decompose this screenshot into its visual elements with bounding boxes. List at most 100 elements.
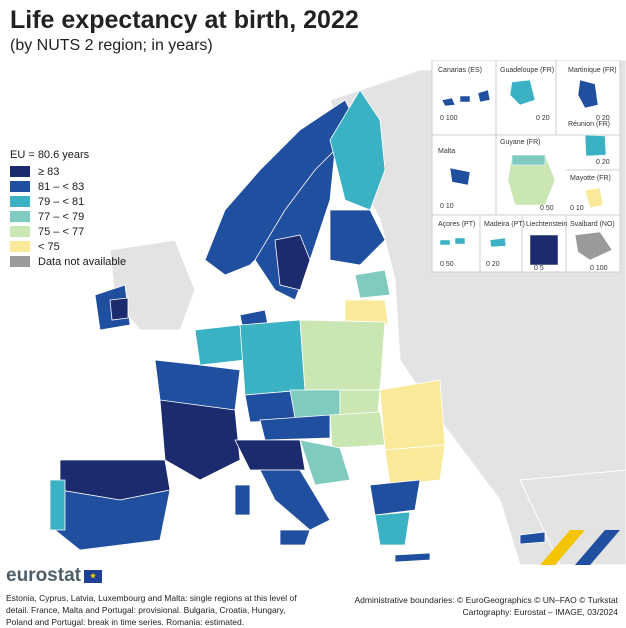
- eurostat-logo: eurostat ★: [6, 565, 102, 587]
- inset-acores: [439, 237, 466, 246]
- western-regions: [49, 284, 246, 551]
- inset-label-guadeloupe: Guadeloupe (FR): [500, 67, 554, 74]
- inset-label-liechtenstein: Liechtenstein: [526, 221, 567, 228]
- region-sweden: [254, 148, 336, 301]
- region-sardinia: [234, 484, 251, 516]
- inset-label-malta: Malta: [438, 148, 455, 155]
- inset-label-mayotte: Mayotte (FR): [570, 175, 611, 182]
- region-bulgaria: [384, 444, 446, 486]
- legend-label: 77 – < 79: [38, 210, 85, 223]
- legend-item: ≥ 83: [10, 164, 126, 179]
- inset-label-martinique: Martinique (FR): [568, 67, 617, 74]
- region-croatia: [299, 439, 351, 486]
- scale-malta: 0 10: [440, 203, 454, 210]
- credits-cartography: Cartography: Eurostat – IMAGE, 03/2024: [462, 607, 618, 617]
- legend-eu-value: EU = 80.6 years: [10, 149, 90, 161]
- scale-reunion: 0 20: [596, 159, 610, 166]
- scale-acores: 0 50: [440, 261, 454, 268]
- scale-guyane: 0 50: [540, 205, 554, 212]
- region-benelux: [194, 324, 246, 366]
- legend: EU = 80.6 years ≥ 83 81 – < 83 79 – < 81 77…: [10, 149, 126, 269]
- region-poland: [299, 319, 386, 391]
- scale-martinique: 0 20: [596, 115, 610, 122]
- inset-svalbard: [574, 231, 613, 261]
- legend-label: ≥ 83: [38, 165, 60, 178]
- region-sicily: [279, 529, 311, 546]
- legend-swatch: [10, 226, 30, 237]
- insets-panel: Canarias (ES) Guadeloupe (FR) Martinique…: [431, 60, 621, 273]
- region-italy-north: [234, 439, 306, 471]
- scale-canarias: 0 100: [440, 115, 458, 122]
- map-title: Life expectancy at birth, 2022: [10, 6, 359, 34]
- legend-item: 79 – < 81: [10, 194, 126, 209]
- legend-label: 79 – < 81: [38, 195, 85, 208]
- region-portugal: [49, 479, 66, 531]
- inset-guyane-coast: [511, 154, 546, 166]
- region-greece-north: [369, 479, 421, 516]
- legend-swatch: [10, 241, 30, 252]
- region-czechia: [289, 389, 341, 419]
- region-cyprus: [519, 531, 546, 545]
- inset-label-svalbard: Svalbard (NO): [570, 221, 615, 228]
- legend-swatch: [10, 166, 30, 177]
- inset-label-guyane: Guyane (FR): [500, 139, 540, 146]
- inset-reunion: [584, 134, 607, 157]
- legend-item: Data not available: [10, 254, 126, 269]
- scale-mayotte: 0 10: [570, 205, 584, 212]
- legend-label: 81 – < 83: [38, 180, 85, 193]
- region-latvia: [344, 299, 389, 326]
- region-finland-south: [329, 209, 386, 266]
- inset-label-reunion: Réunion (FR): [568, 121, 610, 128]
- region-finland-north: [329, 89, 386, 211]
- credits-boundaries: Administrative boundaries: © EuroGeograp…: [354, 595, 618, 605]
- inset-liechtenstein: [529, 234, 559, 266]
- legend-label: 75 – < 77: [38, 225, 85, 238]
- legend-swatch: [10, 211, 30, 222]
- inset-martinique: [577, 79, 599, 109]
- region-hungary: [329, 411, 386, 449]
- central-regions: [239, 319, 446, 486]
- legend-item: 75 – < 77: [10, 224, 126, 239]
- map-subtitle: (by NUTS 2 region; in years): [10, 37, 213, 54]
- scale-guadeloupe: 0 20: [536, 115, 550, 122]
- region-france-south: [159, 399, 241, 481]
- inset-label-madeira: Madeira (PT): [484, 221, 525, 228]
- region-slovakia: [339, 389, 381, 416]
- inset-canarias: [441, 89, 491, 107]
- southern-regions: [234, 439, 546, 563]
- region-iberia-centre: [54, 489, 171, 551]
- eurostat-logo-text: eurostat: [6, 565, 81, 586]
- region-greece-south: [374, 511, 411, 546]
- inset-madeira: [489, 237, 507, 248]
- inset-mayotte: [584, 187, 604, 209]
- footnote: Estonia, Cyprus, Latvia, Luxembourg and …: [6, 593, 297, 627]
- inset-guadeloupe: [509, 79, 536, 106]
- legend-swatch: [10, 181, 30, 192]
- legend-swatch: [10, 256, 30, 267]
- nordic-regions: [204, 89, 391, 351]
- europe-map: Canarias (ES) Guadeloupe (FR) Martinique…: [49, 60, 626, 565]
- region-sweden-south: [274, 234, 311, 291]
- region-austria: [259, 414, 331, 441]
- legend-item: 77 – < 79: [10, 209, 126, 224]
- legend-item: < 75: [10, 239, 126, 254]
- region-ireland-east: [109, 297, 129, 321]
- legend-item: 81 – < 83: [10, 179, 126, 194]
- inset-label-acores: Açores (PT): [438, 221, 475, 228]
- region-estonia: [354, 269, 391, 299]
- region-germany: [239, 319, 306, 396]
- eu-flag-icon: ★: [83, 569, 102, 583]
- inset-label-canarias: Canarias (ES): [438, 67, 482, 74]
- scale-svalbard: 0 100: [590, 265, 608, 272]
- eurostat-stripes: [540, 530, 620, 565]
- inset-malta: [449, 167, 471, 186]
- legend-label: Data not available: [38, 255, 127, 268]
- legend-label: < 75: [38, 240, 60, 253]
- scale-liechtenstein: 0 5: [534, 265, 544, 272]
- region-romania: [379, 379, 446, 451]
- region-italy-south: [259, 469, 331, 531]
- legend-swatch: [10, 196, 30, 207]
- credits: Administrative boundaries: © EuroGeograp…: [354, 594, 618, 618]
- region-crete: [394, 552, 431, 563]
- scale-madeira: 0 20: [486, 261, 500, 268]
